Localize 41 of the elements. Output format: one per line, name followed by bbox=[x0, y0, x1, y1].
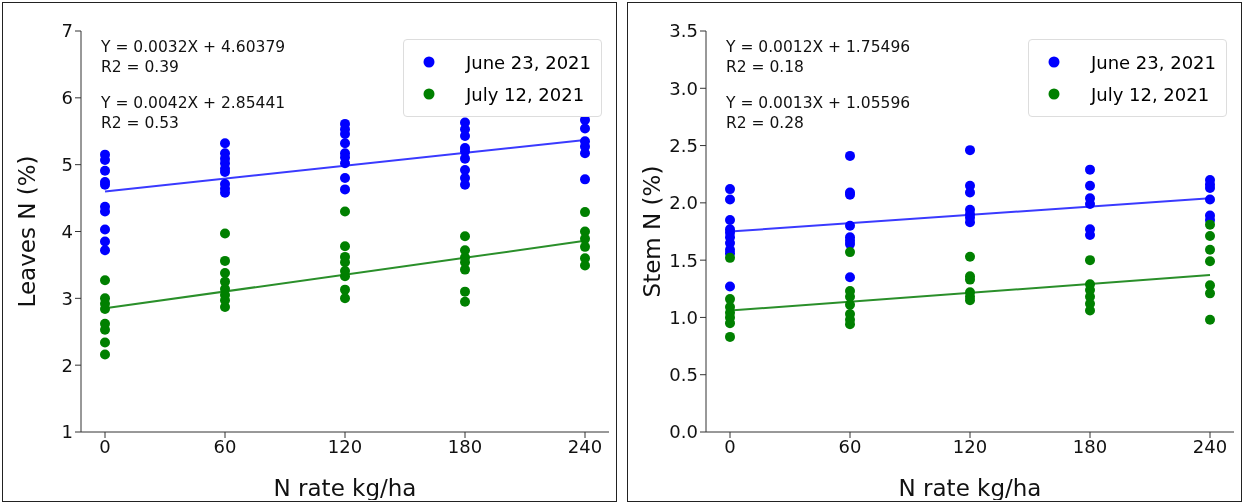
x-tick-label: 240 bbox=[567, 435, 603, 457]
x-axis-title: N rate kg/ha bbox=[273, 475, 417, 501]
y-tick-label: 4 bbox=[61, 220, 73, 242]
y-axis-title: Leaves N (%) bbox=[14, 155, 40, 308]
annotation: R2 = 0.53 bbox=[101, 113, 180, 133]
y-tick-label: 3 bbox=[61, 287, 73, 309]
y-tick-label: 5 bbox=[61, 154, 73, 176]
x-tick-label: 60 bbox=[213, 435, 237, 457]
annotation: Y = 0.0042X + 2.85441 bbox=[101, 93, 286, 113]
x-tick-label: 0 bbox=[724, 435, 736, 457]
y-tick-label: 2 bbox=[61, 354, 73, 376]
legend-label: June 23, 2021 bbox=[1090, 51, 1216, 73]
y-tick-label: 2.5 bbox=[669, 134, 698, 156]
legend-label: July 12, 2021 bbox=[1090, 83, 1210, 105]
annotation: R2 = 0.39 bbox=[101, 57, 180, 77]
annotation: Y = 0.0013X + 1.05596 bbox=[726, 93, 911, 113]
legend-label: June 23, 2021 bbox=[465, 51, 591, 73]
annotation: R2 = 0.28 bbox=[726, 113, 805, 133]
x-tick-label: 120 bbox=[952, 435, 988, 457]
y-tick-label: 6 bbox=[61, 87, 73, 109]
y-tick-label: 3.5 bbox=[669, 20, 698, 42]
x-tick-label: 60 bbox=[838, 435, 862, 457]
annotation: Y = 0.0032X + 4.60379 bbox=[101, 37, 286, 57]
y-tick-label: 2.0 bbox=[669, 192, 698, 214]
x-tick-label: 180 bbox=[1072, 435, 1108, 457]
y-tick-label: 3.0 bbox=[669, 77, 698, 99]
annotation: Y = 0.0012X + 1.75496 bbox=[726, 37, 911, 57]
y-tick-label: 1.0 bbox=[669, 306, 698, 328]
x-axis-title: N rate kg/ha bbox=[898, 475, 1042, 501]
y-tick-label: 7 bbox=[61, 20, 73, 42]
y-axis-title: Stem N (%) bbox=[639, 165, 665, 298]
y-tick-label: 1 bbox=[61, 421, 73, 443]
x-tick-label: 120 bbox=[327, 435, 363, 457]
y-tick-label: 0.5 bbox=[669, 364, 698, 386]
legend-label: July 12, 2021 bbox=[465, 83, 585, 105]
x-tick-label: 240 bbox=[1192, 435, 1228, 457]
x-tick-label: 180 bbox=[447, 435, 483, 457]
y-tick-label: 0.0 bbox=[669, 421, 698, 443]
x-tick-label: 0 bbox=[99, 435, 111, 457]
y-tick-label: 1.5 bbox=[669, 249, 698, 271]
annotation: R2 = 0.18 bbox=[726, 57, 805, 77]
